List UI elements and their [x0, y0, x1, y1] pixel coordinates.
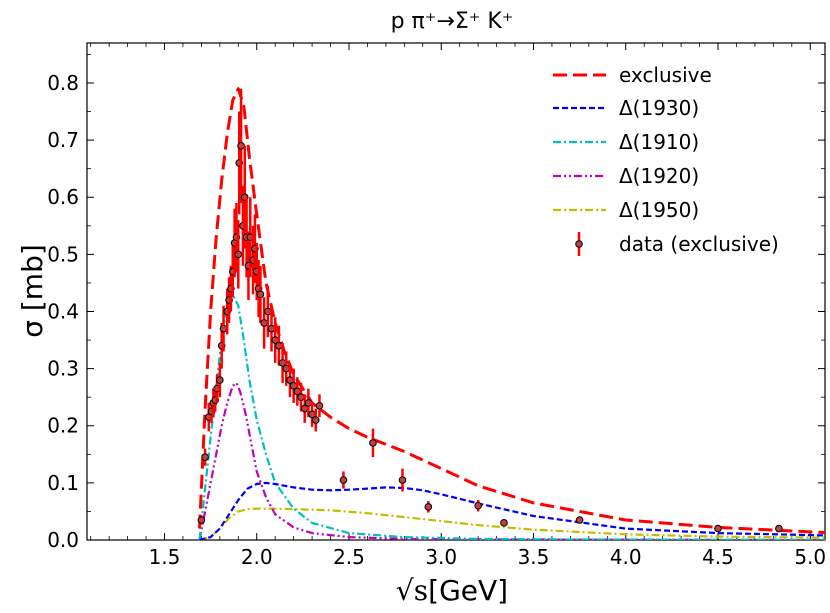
data-point	[234, 250, 243, 259]
y-tick-label: 0.2	[47, 414, 79, 438]
series-line-3	[198, 381, 825, 540]
data-point	[369, 439, 377, 447]
y-tick-label: 0.1	[47, 471, 79, 495]
legend-label-4: Δ(1950)	[619, 198, 699, 222]
data-point	[775, 524, 783, 533]
data-point	[424, 503, 433, 511]
x-tick-label: 3.5	[518, 545, 550, 569]
x-tick-label: 4.0	[610, 545, 642, 569]
legend-label-0: exclusive	[619, 63, 712, 87]
data-point	[714, 524, 722, 533]
data-point	[197, 516, 206, 524]
y-tick-label: 0.6	[47, 185, 79, 209]
x-tick-label: 1.5	[149, 545, 181, 569]
data-point	[339, 476, 348, 484]
data-point	[260, 319, 268, 327]
data-point	[267, 324, 276, 333]
legend-label-1: Δ(1930)	[619, 96, 699, 120]
data-point	[264, 307, 272, 316]
series-line-1	[199, 481, 825, 540]
y-axis-ticks: 0.0 0.1 0.2 0.3 0.4 0.5 0.6 0.7 0.8	[47, 54, 825, 552]
legend-data-marker	[575, 240, 583, 248]
legend-label-3: Δ(1920)	[619, 164, 699, 188]
series-line-2	[198, 293, 825, 540]
y-tick-label: 0.5	[47, 242, 79, 266]
data-point	[398, 476, 407, 484]
legend-label-2: Δ(1910)	[619, 130, 699, 154]
data-point	[275, 341, 283, 350]
plot-frame	[86, 42, 826, 541]
series-line-4	[199, 507, 825, 540]
data-point	[256, 290, 265, 299]
y-tick-label: 0.7	[47, 128, 79, 152]
data-point	[474, 501, 482, 510]
x-tick-label: 3.0	[425, 545, 457, 569]
data-point	[216, 376, 224, 384]
legend: exclusive Δ(1930) Δ(1910) Δ(1920) Δ(1950) dat…	[553, 63, 779, 256]
chart-title: p π⁺→Σ⁺ K⁺	[391, 9, 514, 34]
x-axis-label-unit: [GeV]	[428, 574, 508, 607]
x-axis-label-sqrt: √s	[396, 574, 428, 607]
x-tick-label: 4.5	[702, 545, 734, 569]
data-point	[237, 142, 245, 150]
x-axis-label: √s[GeV]	[396, 574, 508, 607]
x-tick-label: 2.5	[333, 545, 365, 569]
data-points-layer	[197, 88, 783, 533]
data-point	[311, 416, 320, 424]
series-layer	[198, 87, 825, 540]
y-tick-label: 0.8	[47, 71, 79, 95]
y-tick-label: 0.4	[47, 299, 79, 323]
data-point	[219, 324, 228, 333]
y-axis-label: σ [mb]	[16, 244, 49, 338]
data-point	[304, 399, 313, 407]
data-point	[575, 516, 584, 524]
y-tick-label: 0.0	[47, 528, 79, 552]
data-point	[297, 393, 305, 401]
legend-label-data: data (exclusive)	[619, 232, 779, 256]
data-point	[315, 401, 324, 410]
series-line-0	[198, 87, 825, 535]
data-point	[201, 453, 209, 461]
y-tick-label: 0.3	[47, 357, 79, 381]
x-tick-label: 2.0	[241, 545, 273, 569]
x-axis-ticks: 1.5 2.0 2.5 3.0 3.5 4.0 4.5 5.0	[90, 43, 826, 569]
data-point	[500, 519, 508, 527]
data-point	[282, 364, 291, 373]
x-tick-label: 5.0	[794, 545, 826, 569]
